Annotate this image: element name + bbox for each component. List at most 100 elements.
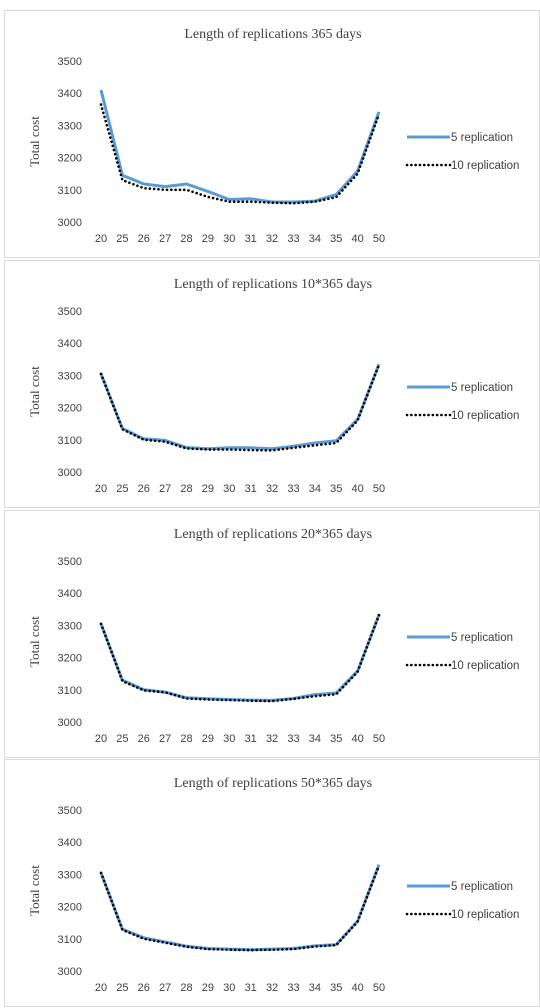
legend-label: 10 replication bbox=[451, 909, 519, 921]
y-tick-label: 3200 bbox=[58, 653, 82, 665]
series-line-5-replication bbox=[99, 89, 381, 204]
y-tick-label: 3000 bbox=[58, 966, 82, 978]
x-tick-label: 30 bbox=[223, 733, 235, 745]
x-tick-label: 50 bbox=[373, 733, 385, 745]
y-tick-label: 3200 bbox=[58, 153, 82, 165]
legend-label: 5 replication bbox=[451, 132, 513, 144]
x-tick-label: 26 bbox=[138, 233, 150, 245]
x-tick-label: 25 bbox=[116, 982, 128, 994]
x-tick-label: 29 bbox=[202, 233, 214, 245]
x-tick-label: 27 bbox=[159, 733, 171, 745]
chart-title: Length of replications 10*365 days bbox=[174, 277, 372, 292]
legend-label: 10 replication bbox=[451, 410, 519, 422]
x-tick-label: 35 bbox=[330, 733, 342, 745]
y-axis-label: Total cost bbox=[27, 616, 42, 667]
x-tick-label: 32 bbox=[266, 733, 278, 745]
y-tick-label: 3100 bbox=[58, 185, 82, 197]
chart-svg: Length of replications 365 days Total cos… bbox=[27, 27, 519, 245]
y-tick-label: 3100 bbox=[58, 934, 82, 946]
x-tick-label: 35 bbox=[330, 233, 342, 245]
x-tick-label: 31 bbox=[245, 233, 257, 245]
x-tick-label: 30 bbox=[223, 483, 235, 495]
x-tick-label: 25 bbox=[116, 483, 128, 495]
x-tick-label: 32 bbox=[266, 982, 278, 994]
x-tick-label: 26 bbox=[138, 483, 150, 495]
y-axis-label: Total cost bbox=[27, 865, 42, 916]
x-tick-label: 31 bbox=[245, 483, 257, 495]
x-tick-label: 20 bbox=[95, 982, 107, 994]
x-tick-label: 50 bbox=[373, 483, 385, 495]
x-tick-label: 50 bbox=[373, 233, 385, 245]
x-tick-label: 20 bbox=[95, 483, 107, 495]
legend-label: 5 replication bbox=[451, 881, 513, 893]
x-tick-label: 40 bbox=[351, 733, 363, 745]
x-tick-label: 40 bbox=[351, 483, 363, 495]
x-tick-label: 29 bbox=[202, 733, 214, 745]
x-tick-label: 33 bbox=[287, 233, 299, 245]
chart-panel: Length of replications 20*365 days Total … bbox=[4, 510, 540, 758]
y-tick-label: 3500 bbox=[58, 306, 82, 318]
x-tick-label: 33 bbox=[287, 483, 299, 495]
x-tick-label: 29 bbox=[202, 483, 214, 495]
x-tick-label: 20 bbox=[95, 733, 107, 745]
x-tick-label: 50 bbox=[373, 982, 385, 994]
x-tick-label: 40 bbox=[351, 233, 363, 245]
chart-svg: Length of replications 50*365 days Total … bbox=[27, 776, 519, 994]
series-line-10-replication bbox=[99, 103, 381, 205]
x-tick-label: 31 bbox=[245, 733, 257, 745]
series-line-10-replication bbox=[99, 864, 381, 952]
series-line-10-replication bbox=[99, 613, 381, 703]
y-tick-label: 3500 bbox=[58, 805, 82, 817]
chart-title: Length of replications 365 days bbox=[184, 27, 361, 42]
x-tick-label: 25 bbox=[116, 733, 128, 745]
legend-label: 5 replication bbox=[451, 382, 513, 394]
x-tick-label: 30 bbox=[223, 233, 235, 245]
x-tick-label: 34 bbox=[309, 982, 321, 994]
x-tick-label: 33 bbox=[287, 733, 299, 745]
y-tick-label: 3000 bbox=[58, 717, 82, 729]
y-tick-label: 3100 bbox=[58, 685, 82, 697]
x-tick-label: 33 bbox=[287, 982, 299, 994]
chart-panel: Length of replications 365 days Total cos… bbox=[4, 10, 540, 258]
x-tick-label: 26 bbox=[138, 733, 150, 745]
x-tick-label: 34 bbox=[309, 733, 321, 745]
x-tick-label: 26 bbox=[138, 982, 150, 994]
y-tick-label: 3500 bbox=[58, 56, 82, 68]
y-tick-label: 3300 bbox=[58, 869, 82, 881]
x-tick-label: 25 bbox=[116, 233, 128, 245]
x-tick-label: 28 bbox=[180, 233, 192, 245]
x-tick-label: 28 bbox=[180, 483, 192, 495]
y-tick-label: 3400 bbox=[58, 338, 82, 350]
y-tick-label: 3400 bbox=[58, 837, 82, 849]
x-tick-label: 35 bbox=[330, 982, 342, 994]
chart-title: Length of replications 50*365 days bbox=[174, 776, 372, 791]
x-tick-label: 32 bbox=[266, 233, 278, 245]
y-tick-label: 3000 bbox=[58, 467, 82, 479]
x-tick-label: 27 bbox=[159, 982, 171, 994]
series-line-10-replication bbox=[99, 363, 381, 452]
y-axis-label: Total cost bbox=[27, 116, 42, 167]
chart-svg: Length of replications 10*365 days Total … bbox=[27, 277, 519, 495]
y-tick-label: 3200 bbox=[58, 403, 82, 415]
y-tick-label: 3300 bbox=[58, 370, 82, 382]
x-tick-label: 30 bbox=[223, 982, 235, 994]
x-tick-label: 32 bbox=[266, 483, 278, 495]
chart-panel: Length of replications 50*365 days Total … bbox=[4, 759, 540, 1007]
y-tick-label: 3400 bbox=[58, 588, 82, 600]
y-tick-label: 3500 bbox=[58, 556, 82, 568]
chart-svg: Length of replications 20*365 days Total … bbox=[27, 527, 519, 745]
x-tick-label: 28 bbox=[180, 733, 192, 745]
x-tick-label: 29 bbox=[202, 982, 214, 994]
y-tick-label: 3100 bbox=[58, 435, 82, 447]
legend-label: 10 replication bbox=[451, 160, 519, 172]
legend-label: 10 replication bbox=[451, 660, 519, 672]
x-tick-label: 27 bbox=[159, 233, 171, 245]
series-line-5-replication bbox=[99, 614, 381, 702]
chart-panel: Length of replications 10*365 days Total … bbox=[4, 260, 540, 508]
x-tick-label: 35 bbox=[330, 483, 342, 495]
series-line-5-replication bbox=[99, 864, 381, 952]
y-axis-label: Total cost bbox=[27, 366, 42, 417]
x-tick-label: 27 bbox=[159, 483, 171, 495]
y-tick-label: 3300 bbox=[58, 120, 82, 132]
y-tick-label: 3000 bbox=[58, 217, 82, 229]
